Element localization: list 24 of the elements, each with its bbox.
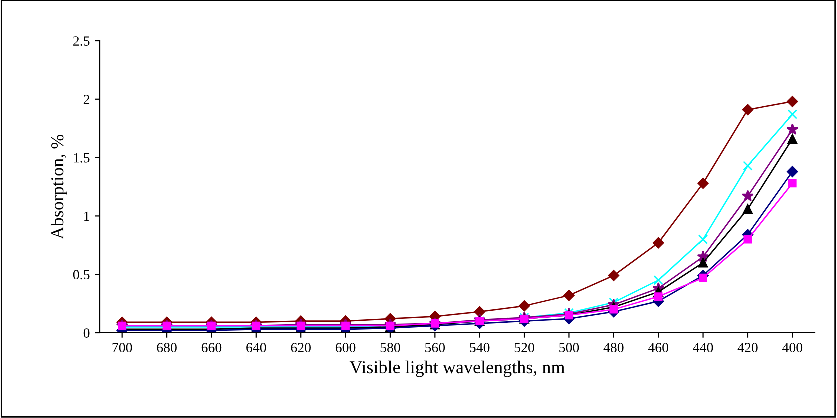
x-tick-label: 700 bbox=[112, 343, 132, 352]
x-tick-label: 540 bbox=[470, 343, 490, 352]
y-tick-label: 0 bbox=[84, 328, 90, 338]
x-tick-label: 640 bbox=[246, 343, 266, 352]
x-tick-label: 500 bbox=[560, 343, 580, 352]
y-tick-label: 2.5 bbox=[74, 36, 90, 46]
y-tick-label: 2 bbox=[84, 95, 90, 104]
y-tick-label: 0.5 bbox=[73, 270, 90, 280]
x-tick-label: 600 bbox=[336, 343, 356, 352]
x-tick-label: 440 bbox=[693, 343, 714, 352]
x-tick-label: 560 bbox=[426, 343, 446, 352]
x-tick-label: 480 bbox=[604, 343, 624, 352]
y-tick-label: 1.5 bbox=[74, 153, 90, 163]
y-axis-title: Absorption, % bbox=[50, 134, 68, 240]
x-tick-label: 580 bbox=[380, 343, 400, 352]
x-tick-label: 680 bbox=[157, 343, 177, 352]
x-tick-label: 620 bbox=[291, 343, 311, 352]
x-tick-label: 460 bbox=[648, 343, 668, 352]
x-axis-title: Visible light wavelengths, nm bbox=[350, 360, 565, 378]
x-tick-label: 520 bbox=[514, 343, 534, 352]
y-tick-label: 1 bbox=[84, 212, 90, 222]
x-tick-label: 420 bbox=[738, 343, 758, 352]
x-tick-label: 400 bbox=[782, 343, 803, 352]
x-tick-label: 660 bbox=[202, 343, 222, 352]
